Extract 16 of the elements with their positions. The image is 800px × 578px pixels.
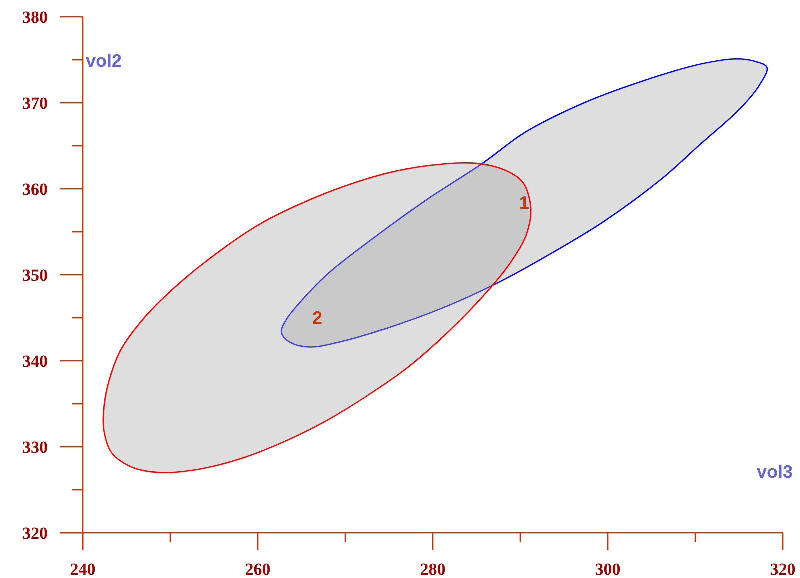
y-tick-label: 320 [22,524,48,542]
y-tick-label: 360 [22,180,48,198]
series-label: 2 [312,308,323,328]
x-tick-label: 260 [245,560,271,578]
x-axis-title: vol3 [756,462,793,482]
y-axis-title: vol2 [86,51,122,71]
y-tick-label: 370 [22,94,48,112]
x-tick-label: 280 [420,560,446,578]
x-tick-label: 240 [70,560,96,578]
y-tick-label: 380 [22,8,48,26]
x-tick-label: 300 [595,560,621,578]
x-tick-label: 320 [770,560,796,578]
y-tick-label: 330 [22,438,48,456]
series-label: 1 [519,193,530,214]
y-tick-label: 340 [22,352,48,370]
y-tick-label: 350 [22,266,48,284]
